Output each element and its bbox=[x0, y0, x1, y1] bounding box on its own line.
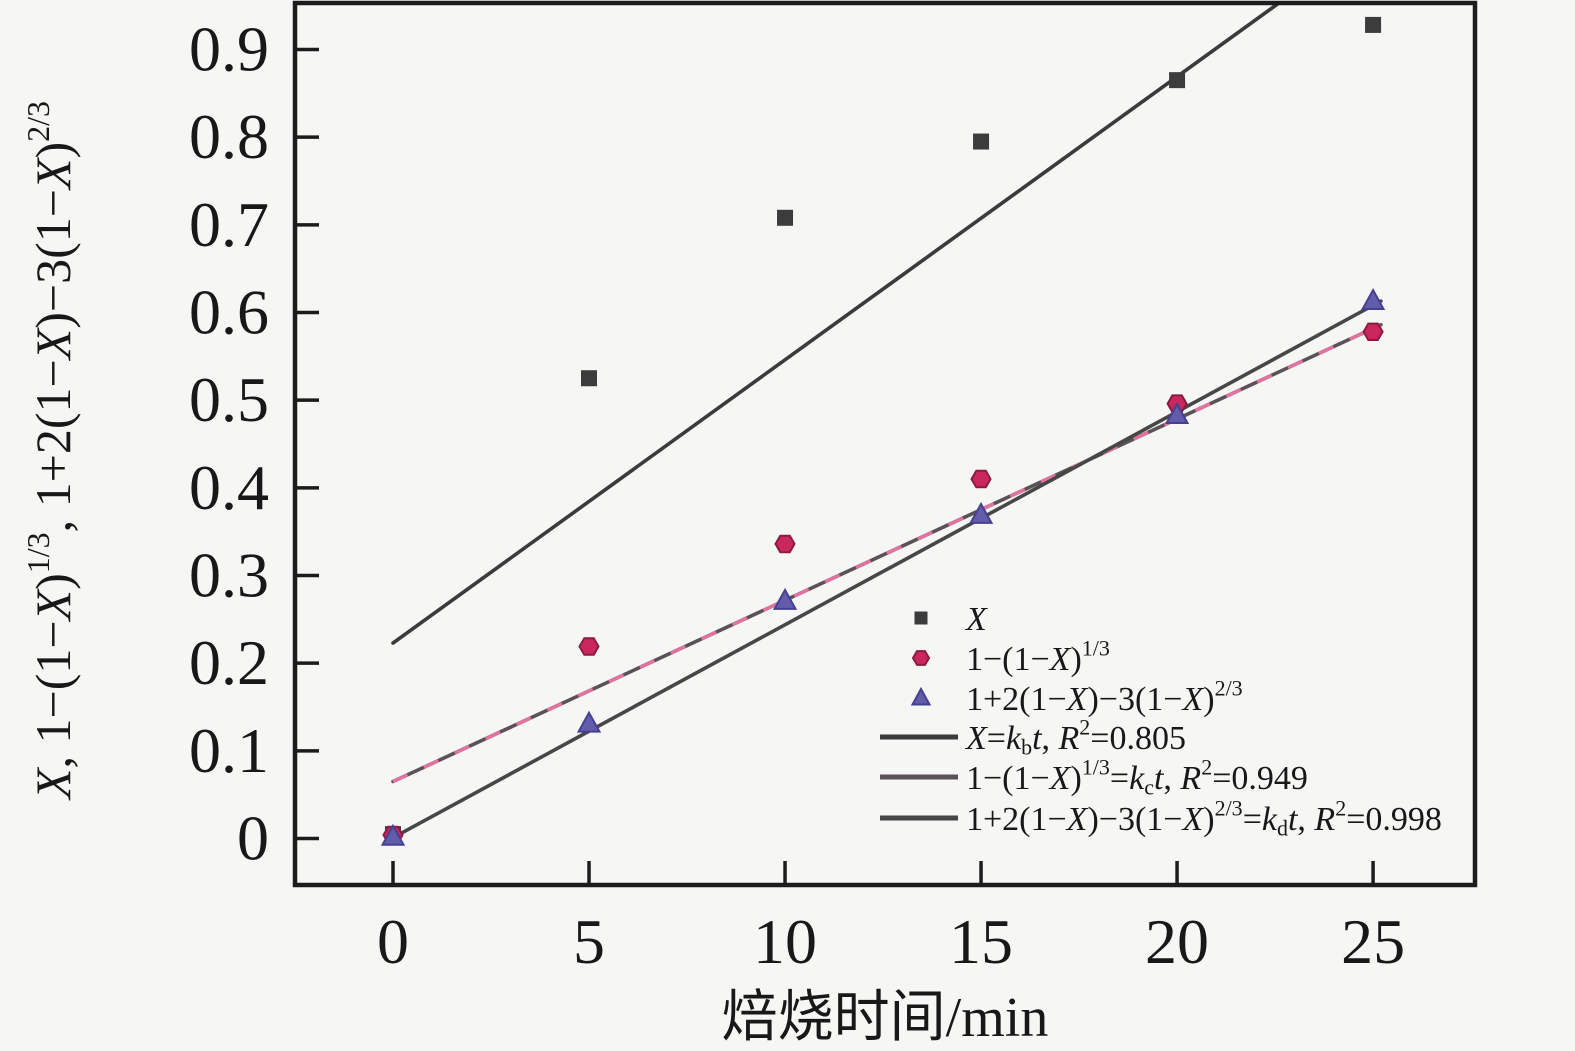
square-marker bbox=[914, 611, 928, 625]
legend-label: X=kbt, R2=0.805 bbox=[964, 715, 1186, 760]
legend-item: 1+2(1−X)−3(1−X)2/3=kdt, R2=0.998 bbox=[880, 796, 1442, 841]
y-tick-label: 0.6 bbox=[189, 276, 269, 347]
y-tick-label: 0.1 bbox=[189, 715, 269, 786]
legend-item: X bbox=[914, 601, 988, 638]
fit-line-c-dash-overlay bbox=[392, 323, 1382, 784]
legend-label: 1−(1−X)1/3 bbox=[966, 636, 1110, 678]
square-marker bbox=[777, 209, 794, 226]
y-tick-label: 0.3 bbox=[189, 540, 269, 611]
fit-line-b bbox=[391, 1, 1281, 645]
y-tick-label: 0.7 bbox=[189, 189, 269, 260]
x-tick-label: 10 bbox=[753, 906, 817, 977]
hexagon-marker bbox=[911, 650, 931, 666]
x-tick-label: 15 bbox=[949, 906, 1013, 977]
legend-item: 1−(1−X)1/3=kct, R2=0.949 bbox=[880, 755, 1308, 800]
legend-label: 1+2(1−X)−3(1−X)2/3 bbox=[966, 676, 1243, 718]
y-axis-title: X, 1−(1−X)1/3, 1+2(1−X)−3(1−X)2/3 bbox=[20, 101, 81, 801]
series-triangle-points bbox=[380, 288, 1386, 846]
x-tick-label: 0 bbox=[377, 906, 409, 977]
legend-item: 1+2(1−X)−3(1−X)2/3 bbox=[910, 676, 1243, 718]
x-tick-label: 25 bbox=[1341, 906, 1405, 977]
x-axis: 0 5 10 15 20 25 bbox=[377, 861, 1405, 977]
triangle-marker bbox=[772, 587, 798, 610]
square-marker bbox=[581, 370, 598, 387]
y-tick-label: 0.4 bbox=[189, 452, 269, 523]
y-tick-label: 0.9 bbox=[189, 13, 269, 84]
square-marker bbox=[973, 133, 990, 150]
plot-border bbox=[292, 0, 1478, 888]
legend-label: X bbox=[964, 601, 988, 638]
hexagon-marker bbox=[970, 469, 992, 489]
fit-lines bbox=[391, 1, 1383, 840]
series-square-points bbox=[385, 16, 1382, 843]
y-axis: 0 0.1 0.2 0.3 0.4 0.5 0.6 0.7 0.8 0.9 bbox=[189, 13, 319, 874]
triangle-marker bbox=[1360, 288, 1386, 310]
x-axis-title: 焙烧时间/min bbox=[722, 987, 1049, 1049]
legend: X1−(1−X)1/31+2(1−X)−3(1−X)2/3X=kbt, R2=0… bbox=[880, 601, 1442, 840]
legend-item: 1−(1−X)1/3 bbox=[911, 636, 1110, 678]
y-tick-label: 0.8 bbox=[189, 101, 269, 172]
hexagon-marker bbox=[774, 534, 796, 554]
hexagon-marker bbox=[578, 637, 600, 656]
triangle-marker bbox=[1164, 402, 1190, 424]
fit-line-d bbox=[391, 299, 1383, 840]
square-marker bbox=[1365, 16, 1382, 33]
square-marker bbox=[1169, 72, 1186, 89]
y-tick-label: 0 bbox=[237, 803, 269, 874]
triangle-marker bbox=[968, 501, 994, 524]
triangle-marker bbox=[910, 686, 932, 706]
triangle-marker bbox=[380, 823, 406, 846]
y-tick-label: 0.5 bbox=[189, 364, 269, 435]
x-tick-label: 5 bbox=[573, 906, 605, 977]
hexagon-marker bbox=[1362, 322, 1384, 341]
legend-label: 1−(1−X)1/3=kct, R2=0.949 bbox=[966, 755, 1308, 800]
triangle-marker bbox=[576, 710, 602, 733]
legend-label: 1+2(1−X)−3(1−X)2/3=kdt, R2=0.998 bbox=[966, 796, 1442, 841]
y-tick-label: 0.2 bbox=[189, 627, 269, 698]
x-tick-label: 20 bbox=[1145, 906, 1209, 977]
legend-item: X=kbt, R2=0.805 bbox=[880, 715, 1186, 760]
